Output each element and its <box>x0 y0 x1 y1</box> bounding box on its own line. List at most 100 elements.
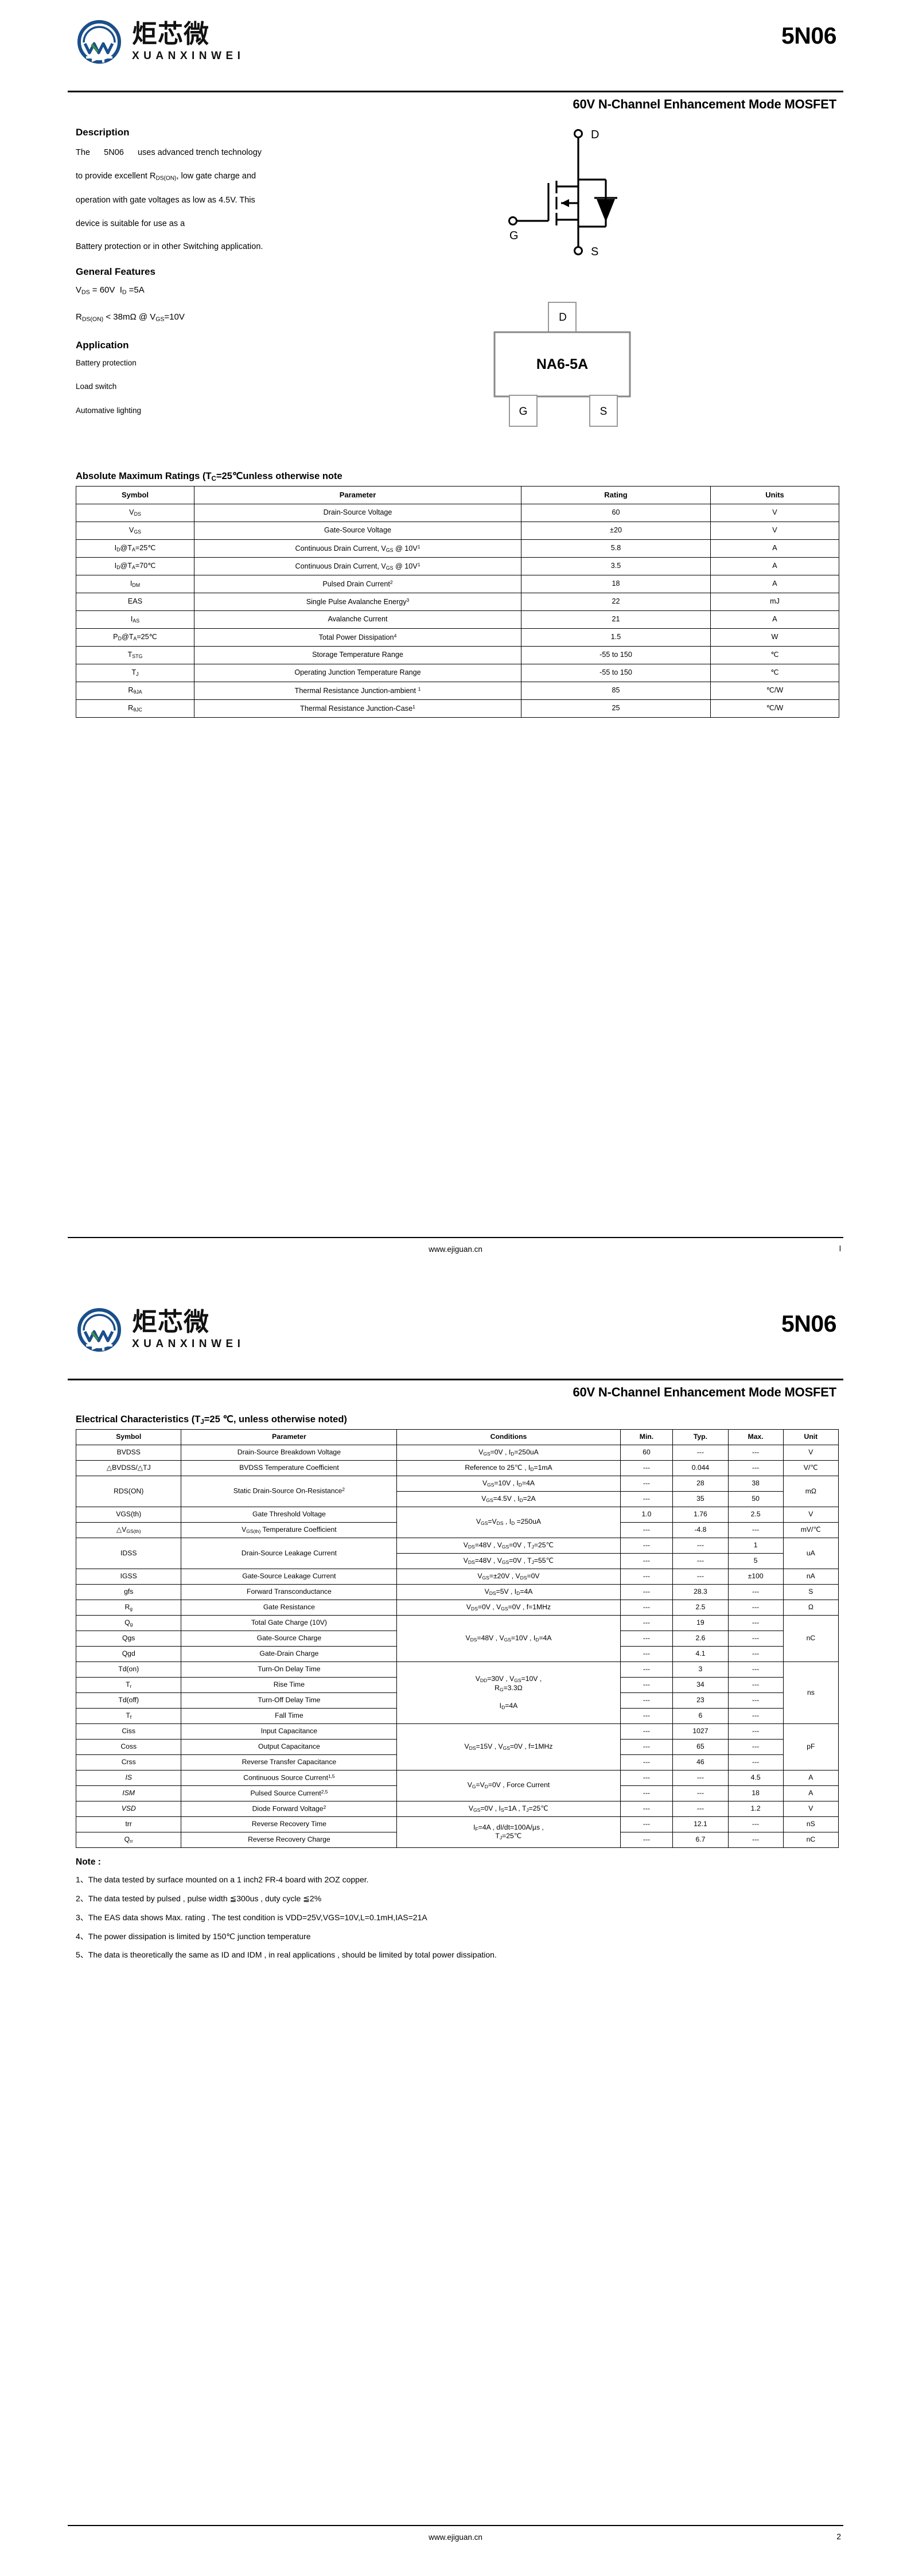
cell-parameter: Gate-Source Charge <box>181 1630 398 1647</box>
cell-conditions: VGS=10V , ID=4A <box>396 1475 621 1492</box>
cell-parameter: Rise Time <box>181 1676 398 1693</box>
cell-parameter: Pulsed Source Current2,5 <box>181 1785 398 1801</box>
col-rating: Rating <box>521 486 711 505</box>
col-conditions: Conditions <box>396 1429 621 1445</box>
cell-rating: 5.8 <box>521 539 711 558</box>
table-row: TSTG Storage Temperature Range -55 to 15… <box>76 646 839 665</box>
cell-max: --- <box>727 1738 784 1755</box>
cell-parameter: BVDSS Temperature Coefficient <box>181 1460 398 1476</box>
table-row: IAS Avalanche Current 21 A <box>76 610 839 629</box>
notes-section: Note : 1、The data tested by surface moun… <box>76 1857 843 1960</box>
cell-units: W <box>710 628 839 647</box>
cell-min: --- <box>620 1537 673 1554</box>
cell-parameter: Gate-Source Voltage <box>194 522 521 540</box>
cell-typ: 6 <box>672 1707 729 1724</box>
cell-symbol: RθJC <box>76 699 194 718</box>
table-row: Qrr Reverse Recovery Charge --- 6.7 --- … <box>75 1831 839 1848</box>
cell-typ: 19 <box>672 1614 729 1631</box>
cell-conditions: VGS=0V , IS=1A , TJ=25℃ <box>396 1800 621 1817</box>
cell-min: --- <box>620 1831 673 1848</box>
cell-symbol: ID@TA=70℃ <box>76 557 194 576</box>
header-rule <box>68 1379 843 1380</box>
footer-rule <box>68 1237 843 1238</box>
cell-typ: --- <box>672 1800 729 1817</box>
cell-max: 38 <box>727 1475 784 1492</box>
cell-symbol: IAS <box>76 610 194 629</box>
table-row: trr Reverse Recovery Time IF=4A , dI/dt=… <box>75 1816 839 1848</box>
table-row: BVDSS Drain-Source Breakdown Voltage VGS… <box>75 1444 839 1461</box>
table-row: IDSS Drain-Source Leakage Current VDS=48… <box>75 1537 839 1569</box>
cell-parameter: Thermal Resistance Junction-Case1 <box>194 699 521 718</box>
application-item-0: Battery protection <box>76 358 137 367</box>
cell-typ: --- <box>672 1769 729 1786</box>
cell-typ: --- <box>672 1568 729 1585</box>
cell-unit: Ω <box>782 1599 839 1616</box>
cell-unit: uA <box>782 1537 839 1569</box>
footer-url[interactable]: www.ejiguan.cn <box>429 1245 482 1254</box>
abs-max-table: Symbol Parameter Rating Units VDS Drain-… <box>76 486 839 718</box>
cell-min: --- <box>620 1630 673 1647</box>
table-row: PD@TA=25℃ Total Power Dissipation4 1.5 W <box>76 628 839 647</box>
cell-parameter: Gate-Drain Charge <box>181 1645 398 1662</box>
cell-min: --- <box>620 1738 673 1755</box>
cell-unit: V <box>782 1800 839 1817</box>
cell-parameter: Total Gate Charge (10V) <box>181 1614 398 1631</box>
cell-max: --- <box>727 1754 784 1770</box>
cell-units: ℃/W <box>710 682 839 701</box>
cell-parameter: Drain-Source Voltage <box>194 504 521 523</box>
table-row: RθJA Thermal Resistance Junction-ambient… <box>76 682 839 701</box>
cell-symbol: Qrr <box>75 1831 182 1848</box>
cell-unit: nA <box>782 1568 839 1585</box>
cell-symbol: BVDSS <box>75 1444 182 1461</box>
cell-max: ±100 <box>727 1568 784 1585</box>
cell-unit: mV/℃ <box>782 1522 839 1538</box>
cell-parameter: Reverse Recovery Charge <box>181 1831 398 1848</box>
cell-max: --- <box>727 1692 784 1709</box>
cell-symbol: ID@TA=25℃ <box>76 539 194 558</box>
cell-max: 2.5 <box>727 1506 784 1523</box>
table-row: △BVDSS/△TJ BVDSS Temperature Coefficient… <box>75 1460 839 1476</box>
cell-rating: 18 <box>521 575 711 594</box>
cell-min: --- <box>620 1816 673 1832</box>
cell-typ: 28.3 <box>672 1583 729 1600</box>
symbol-source-label: S <box>591 246 598 256</box>
footer-url[interactable]: www.ejiguan.cn <box>429 2533 482 2542</box>
application-item-1: Load switch <box>76 382 117 391</box>
cell-typ: 23 <box>672 1692 729 1709</box>
part-number: 5N06 <box>781 1310 837 1337</box>
cell-max: --- <box>727 1599 784 1616</box>
cell-max: 18 <box>727 1785 784 1801</box>
application-item-2: Automative lighting <box>76 406 142 415</box>
table-row: RDS(ON) Static Drain-Source On-Resistanc… <box>75 1475 839 1507</box>
cell-symbol: VSD <box>75 1800 182 1817</box>
application-heading: Application <box>76 339 129 351</box>
cell-symbol: Rg <box>75 1599 182 1616</box>
table-row: Td(off) Turn-Off Delay Time --- 23 --- <box>75 1692 839 1709</box>
description-line-3: operation with gate voltages as low as 4… <box>76 196 255 205</box>
cell-units: A <box>710 610 839 629</box>
intro-left-column: Description The 5N06 uses advanced trenc… <box>68 127 389 430</box>
cell-rating: 25 <box>521 699 711 718</box>
table-row: Tf Fall Time --- 6 --- <box>75 1707 839 1724</box>
mosfet-symbol-diagram: D G S <box>469 124 641 259</box>
part-number: 5N06 <box>781 22 837 49</box>
table-row: Ciss Input Capacitance VDS=15V , VGS=0V … <box>75 1723 839 1770</box>
cell-max: 50 <box>727 1491 784 1507</box>
cell-max: --- <box>727 1614 784 1631</box>
col-symbol: Symbol <box>75 1429 182 1445</box>
cell-typ: --- <box>672 1537 729 1554</box>
note-item-3: 3、The EAS data shows Max. rating . The t… <box>76 1912 427 1922</box>
cell-parameter: Gate-Source Leakage Current <box>181 1568 398 1585</box>
table-row: Qgs Gate-Source Charge --- 2.6 --- <box>75 1630 839 1647</box>
cell-max: --- <box>727 1444 784 1461</box>
description-line-2: to provide excellent RDS(ON), low gate c… <box>76 171 256 182</box>
cell-rating: 60 <box>521 504 711 523</box>
intro-section: Description The 5N06 uses advanced trenc… <box>68 127 843 430</box>
cell-parameter: Continuous Drain Current, VGS @ 10V1 <box>194 539 521 558</box>
description-line-5: Battery protection or in other Switching… <box>76 242 263 252</box>
cell-min: 1.0 <box>620 1506 673 1523</box>
feature-vds-id: VDS = 60V ID =5A <box>76 285 145 296</box>
cell-max: --- <box>727 1816 784 1832</box>
col-units: Units <box>710 486 839 505</box>
cell-rating: 85 <box>521 682 711 701</box>
